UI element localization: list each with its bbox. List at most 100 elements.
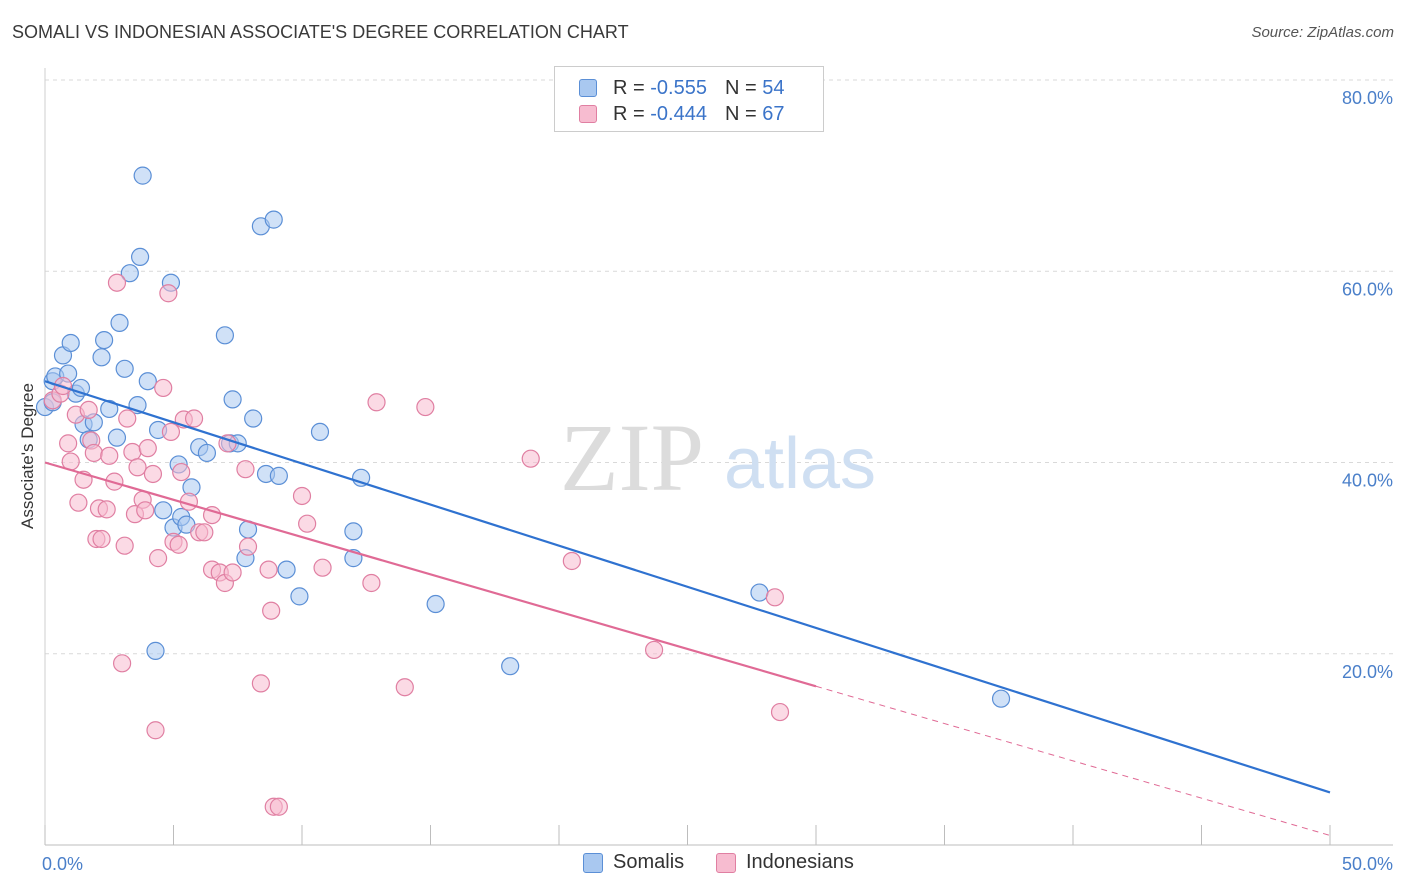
indonesian-trend-extension: [815, 685, 1331, 836]
legend-r-value: -0.555: [650, 76, 707, 99]
indonesian-point: [97, 500, 116, 519]
chart-title: SOMALI VS INDONESIAN ASSOCIATE'S DEGREE …: [12, 22, 629, 42]
somali-point: [95, 331, 114, 350]
indonesian-point: [148, 549, 168, 568]
tick-labels: 20.0% 40.0% 60.0% 80.0% 0.0% 50.0%: [42, 88, 1393, 874]
stats-legend: R = -0.555 N = 54 R = -0.444 N = 67: [554, 66, 824, 132]
legend-r-label: R =: [613, 102, 645, 125]
indonesian-point: [100, 446, 119, 465]
somali-point: [290, 587, 309, 606]
indonesian-point: [154, 378, 173, 398]
indonesian-point: [172, 462, 191, 482]
somali-point: [750, 583, 769, 602]
indonesian-point: [251, 674, 270, 693]
legend-r-label: R =: [613, 76, 645, 99]
indonesian-point: [159, 284, 178, 303]
somali-point: [138, 372, 157, 391]
trend-lines: [44, 380, 1331, 836]
y-tick-label: 40.0%: [1342, 471, 1393, 491]
somali-point: [61, 333, 80, 353]
indonesian-point: [644, 640, 664, 660]
indonesian-points: [43, 273, 790, 816]
indonesian-point: [112, 654, 132, 673]
legend-row-indonesian: R = -0.444 N = 67: [579, 101, 784, 127]
indonesian-point: [118, 409, 137, 428]
indonesian-point: [161, 422, 181, 441]
indonesian-point: [128, 458, 147, 477]
y-tick-label: 60.0%: [1342, 279, 1393, 299]
somali-point: [264, 210, 283, 229]
axes: [44, 68, 1393, 846]
legend-n-label: N =: [724, 76, 757, 99]
somali-point: [107, 428, 127, 447]
indonesian-point: [123, 442, 142, 462]
legend-r-value: -0.444: [650, 102, 707, 125]
indonesian-point: [367, 393, 386, 412]
indonesian-point: [521, 449, 540, 468]
indonesian-point: [416, 397, 435, 417]
indonesian-point: [292, 486, 312, 506]
somali-point: [197, 443, 217, 463]
somali-point: [133, 166, 152, 185]
indonesian-point: [298, 514, 317, 533]
legend-swatch-somalis: [583, 852, 603, 873]
legend-swatch-indonesian: [579, 105, 597, 123]
y-tick-label: 80.0%: [1342, 88, 1393, 108]
indonesian-point: [269, 797, 288, 816]
indonesian-trend-line: [44, 461, 817, 688]
legend-row-somali: R = -0.555 N = 54: [579, 75, 784, 101]
indonesian-point: [395, 678, 414, 697]
indonesian-point: [107, 273, 127, 292]
somali-point: [110, 313, 129, 332]
somali-point: [277, 560, 296, 579]
indonesian-point: [138, 439, 157, 458]
somali-point: [215, 326, 234, 345]
indonesian-point: [92, 529, 111, 549]
indonesian-point: [223, 563, 242, 582]
indonesian-point: [262, 601, 281, 620]
indonesian-point: [136, 501, 155, 520]
somali-point: [100, 399, 119, 419]
somali-point: [244, 409, 263, 428]
legend-n-value: 67: [762, 102, 785, 125]
somali-point: [146, 641, 165, 660]
watermark: ZIP atlas: [560, 404, 876, 511]
somali-point: [426, 594, 445, 614]
somali-point: [501, 657, 520, 676]
indonesian-point: [362, 573, 381, 593]
indonesian-point: [84, 443, 103, 463]
somali-point: [120, 264, 139, 283]
somali-point: [991, 689, 1011, 708]
indonesian-point: [184, 409, 204, 428]
legend-item-indonesians: Indonesians: [716, 851, 854, 874]
watermark-zip: ZIP: [560, 404, 704, 511]
watermark-atlas: atlas: [724, 424, 876, 504]
x-tick-label: 0.0%: [42, 854, 83, 874]
indonesian-point: [115, 536, 134, 555]
series-legend: Somalis Indonesians: [0, 851, 1406, 877]
indonesian-point: [238, 537, 258, 556]
indonesian-point: [313, 558, 332, 577]
indonesian-point: [146, 721, 165, 740]
y-axis-label: Associate's Degree: [18, 383, 37, 529]
somali-point: [115, 359, 134, 378]
x-tick-label: 50.0%: [1342, 854, 1393, 874]
y-tick-label: 20.0%: [1342, 662, 1393, 682]
legend-swatch-indonesians: [716, 852, 736, 873]
indonesian-point: [195, 523, 214, 542]
somali-point: [269, 466, 288, 485]
indonesian-point: [143, 464, 163, 484]
somali-point: [344, 522, 363, 541]
somali-point: [92, 348, 111, 367]
legend-n-label: N =: [724, 102, 757, 125]
somali-trend-line: [44, 380, 1331, 794]
legend-label-indonesians: Indonesians: [746, 851, 854, 873]
grid-lines: [45, 79, 1393, 655]
source-credit: Source: ZipAtlas.com: [1251, 24, 1394, 41]
somali-point: [310, 422, 330, 441]
indonesian-point: [69, 493, 88, 512]
indonesian-point: [562, 551, 581, 571]
somali-point: [223, 390, 242, 409]
indonesian-point: [59, 434, 78, 453]
